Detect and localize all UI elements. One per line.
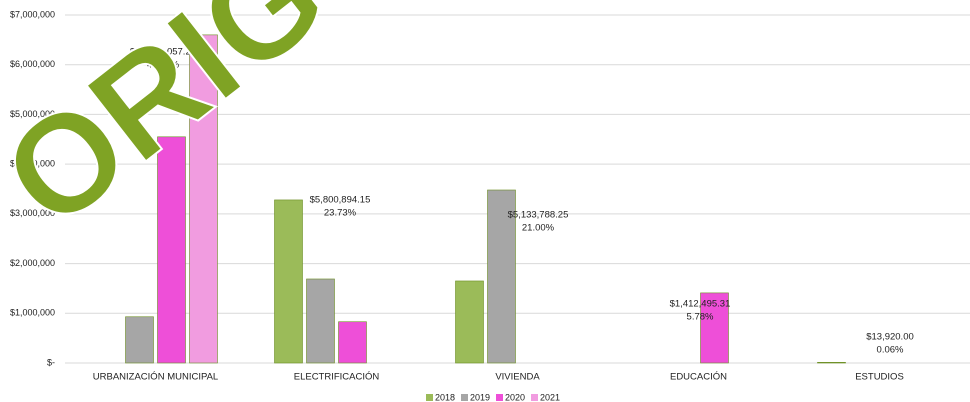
legend-swatch bbox=[426, 394, 433, 401]
y-tick-label: $2,000,000 bbox=[10, 258, 55, 268]
bar bbox=[700, 292, 729, 364]
annotation-share: 23.73% bbox=[324, 208, 357, 219]
y-tick-label: $4,000,000 bbox=[10, 159, 55, 169]
x-tick-label: VIVIENDA bbox=[495, 372, 540, 383]
y-tick-label: $1,000,000 bbox=[10, 308, 55, 318]
legend-swatch bbox=[461, 394, 468, 401]
bar bbox=[487, 189, 516, 364]
bar bbox=[455, 280, 484, 364]
legend-label: 2021 bbox=[540, 392, 560, 402]
y-tick-label: $5,000,000 bbox=[10, 109, 55, 119]
annotation-total: $5,800,894.15 bbox=[310, 195, 371, 206]
legend-label: 2018 bbox=[435, 392, 455, 402]
annotation-total: $13,920.00 bbox=[866, 332, 914, 343]
y-tick-label: $- bbox=[47, 357, 55, 367]
bar bbox=[157, 136, 186, 364]
y-tick-label: $3,000,000 bbox=[10, 208, 55, 218]
legend-label: 2019 bbox=[470, 392, 490, 402]
legend-swatch bbox=[531, 394, 538, 401]
annotation-share: 5.78% bbox=[687, 312, 714, 323]
bar bbox=[274, 199, 303, 364]
annotation-share: 0.06% bbox=[877, 345, 904, 356]
x-tick-label: ELECTRIFICACIÓN bbox=[294, 372, 380, 383]
x-tick-label: URBANIZACIÓN MUNICIPAL bbox=[93, 372, 218, 383]
annotation-share: 49.43% bbox=[147, 60, 180, 71]
y-tick-label: $6,000,000 bbox=[10, 59, 55, 69]
bar bbox=[125, 316, 154, 364]
y-tick-label: $7,000,000 bbox=[10, 9, 55, 19]
bar bbox=[189, 34, 218, 364]
bar bbox=[306, 278, 335, 364]
legend-swatch bbox=[496, 394, 503, 401]
bar bbox=[817, 362, 846, 364]
legend-label: 2020 bbox=[505, 392, 525, 402]
x-tick-label: EDUCACIÓN bbox=[670, 372, 727, 383]
bar bbox=[338, 321, 367, 364]
annotation-share: 21.00% bbox=[522, 223, 555, 234]
annotation-total: $12,083,057.28 bbox=[130, 47, 196, 58]
x-tick-label: ESTUDIOS bbox=[855, 372, 904, 383]
annotation-total: $5,133,788.25 bbox=[508, 210, 569, 221]
annotation-total: $1,412,495.31 bbox=[670, 299, 731, 310]
